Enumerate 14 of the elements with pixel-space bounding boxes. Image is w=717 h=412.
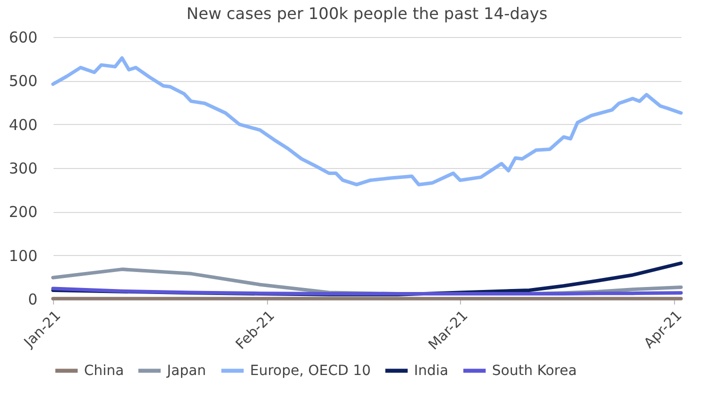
line-series: [51, 56, 683, 186]
y-tick-label: 200: [8, 203, 38, 222]
y-tick-label: 300: [8, 160, 38, 178]
legend-label: India: [414, 362, 448, 379]
y-tick-label: 100: [8, 246, 38, 265]
legend-label: South Korea: [492, 362, 577, 379]
chart-title: New cases per 100k people the past 14-days: [186, 4, 548, 23]
legend-label: Europe, OECD 10: [250, 362, 371, 379]
y-tick-label: 0: [28, 290, 38, 308]
y-tick-label: 600: [8, 28, 38, 46]
legend-label: Japan: [166, 362, 206, 379]
y-tick-label: 500: [8, 72, 38, 90]
y-tick-label: 400: [8, 116, 38, 134]
legend-label: China: [84, 362, 124, 379]
